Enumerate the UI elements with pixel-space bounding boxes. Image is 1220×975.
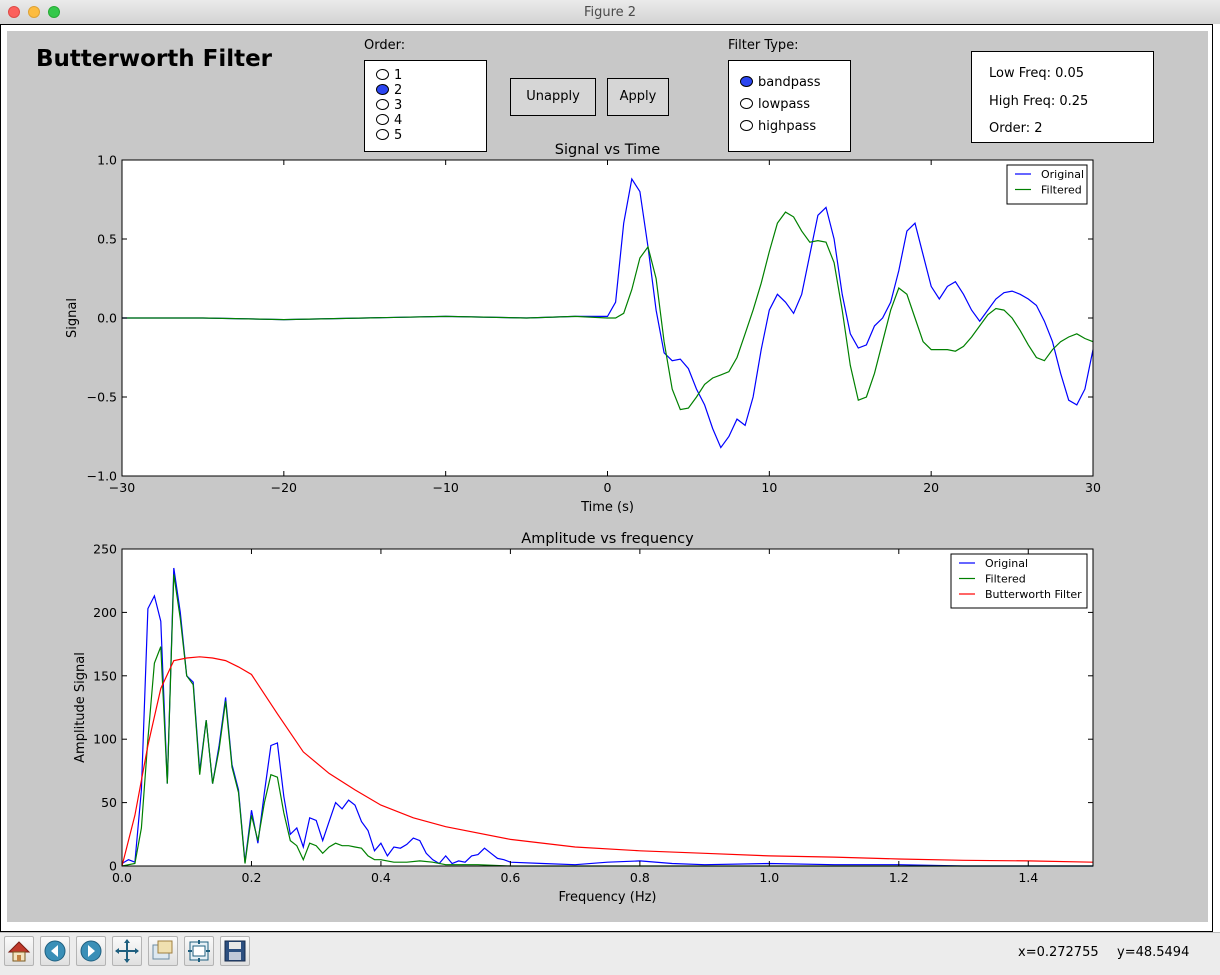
app-title: Butterworth Filter	[36, 46, 273, 72]
filter-info-box: Low Freq: 0.05 High Freq: 0.25 Order: 2	[971, 51, 1154, 143]
low-freq-text: Low Freq: 0.05	[989, 66, 1085, 81]
back-button[interactable]	[40, 936, 70, 966]
order-option-4[interactable]: 4	[376, 113, 402, 128]
order-option-3[interactable]: 3	[376, 98, 402, 113]
radio-icon	[740, 120, 753, 131]
back-arrow-icon	[44, 940, 66, 962]
zoom-icon	[152, 940, 173, 960]
filter-type-label: Filter Type:	[728, 38, 799, 53]
apply-button[interactable]: Apply	[607, 78, 669, 116]
navigation-toolbar: x=0.272755 y=48.5494	[0, 932, 1220, 973]
configure-subplots-button[interactable]	[184, 936, 214, 966]
radio-icon	[376, 114, 389, 125]
cursor-x-readout: x=0.272755	[1018, 945, 1099, 960]
home-button[interactable]	[4, 936, 34, 966]
cursor-y-readout: y=48.5494	[1117, 945, 1190, 960]
radio-icon	[376, 69, 389, 80]
figure-canvas	[7, 31, 1208, 922]
zoom-window-button[interactable]	[48, 6, 60, 18]
pan-button[interactable]	[112, 936, 142, 966]
order-option-2[interactable]: 2	[376, 83, 402, 98]
radio-icon	[376, 129, 389, 140]
save-button[interactable]	[220, 936, 250, 966]
high-freq-text: High Freq: 0.25	[989, 94, 1089, 109]
order-option-5[interactable]: 5	[376, 128, 402, 143]
radio-icon	[376, 99, 389, 110]
forward-button[interactable]	[76, 936, 106, 966]
filter-type-radio-group: bandpass lowpass highpass	[728, 60, 851, 152]
radio-icon	[740, 98, 753, 109]
zoom-button[interactable]	[148, 936, 178, 966]
radio-selected-icon	[740, 76, 753, 87]
configure-subplots-icon	[188, 940, 210, 962]
order-option-1[interactable]: 1	[376, 68, 402, 83]
save-icon	[224, 940, 246, 962]
pan-icon	[115, 939, 139, 963]
radio-selected-icon	[376, 84, 389, 95]
home-icon	[7, 941, 31, 962]
order-radio-group: 1 2 3 4 5	[364, 60, 487, 152]
window-titlebar: Figure 2	[0, 0, 1220, 25]
filter-type-option-bandpass[interactable]: bandpass	[740, 75, 820, 90]
background-window-edge	[1213, 24, 1220, 932]
unapply-button[interactable]: Unapply	[510, 78, 596, 116]
filter-type-option-lowpass[interactable]: lowpass	[740, 97, 810, 112]
order-label: Order:	[364, 38, 406, 53]
window-title: Figure 2	[583, 5, 637, 20]
order-text: Order: 2	[989, 121, 1043, 136]
minimize-window-button[interactable]	[28, 6, 40, 18]
forward-arrow-icon	[80, 940, 102, 962]
filter-type-option-highpass[interactable]: highpass	[740, 119, 816, 134]
close-window-button[interactable]	[8, 6, 20, 18]
